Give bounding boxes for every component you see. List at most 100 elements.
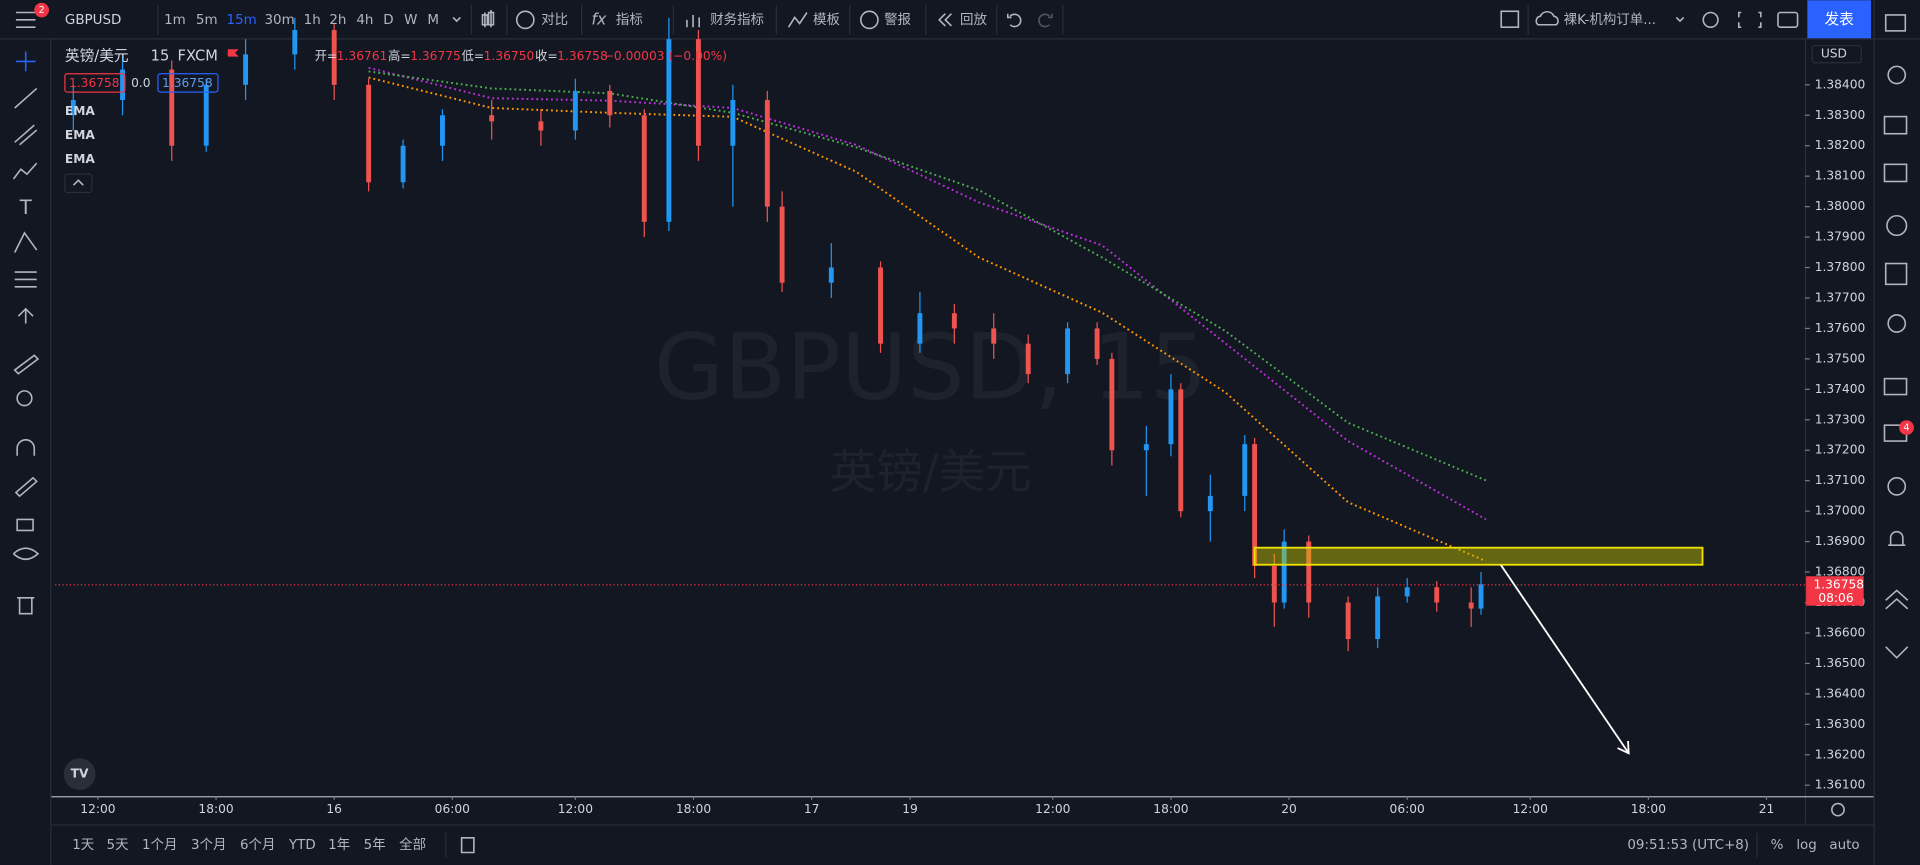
crosshair-tool[interactable] [15,51,36,72]
interval-button[interactable]: 4h [356,13,373,28]
auto-toggle[interactable]: auto [1829,838,1859,853]
candle-body [607,90,613,116]
range-button[interactable]: 全部 [399,836,426,853]
interval-button[interactable]: M [427,13,439,28]
remove-tool[interactable] [17,597,35,615]
zoom-tool[interactable] [16,390,33,407]
dom-button[interactable] [1885,646,1909,659]
geometry-tool[interactable] [14,271,37,288]
templates-button[interactable]: 模板 [813,12,840,28]
last-price-label: 1.36758 [1813,577,1864,591]
candle-body [1207,495,1213,512]
interval-button[interactable]: 15m [227,13,257,28]
notifications-button[interactable] [1888,530,1906,546]
flag[interactable] [227,49,239,57]
range-button[interactable]: 5天 [107,838,129,853]
alert-button[interactable]: 警报 [884,12,911,28]
interval-dropdown[interactable] [452,16,461,23]
publish-button[interactable] [1807,0,1872,39]
zone-drawing[interactable] [1253,546,1704,566]
range-button[interactable]: 1天 [72,838,94,853]
hide-tool[interactable] [12,547,40,561]
badge-count: 2 [39,5,45,16]
last-price-tag [1806,576,1864,606]
chart-type-button[interactable] [481,10,495,28]
interval-button[interactable]: W [404,13,417,28]
screenshot-button[interactable] [1777,11,1799,28]
candle-body [1345,602,1351,640]
calendar-button[interactable] [1886,214,1908,237]
range-button[interactable]: YTD [288,838,316,853]
indicators-button[interactable]: 指标 [616,12,643,28]
percent-toggle[interactable]: % [1771,838,1784,853]
candle-body [764,100,770,207]
interval-button[interactable]: 2h [329,13,346,28]
y-tick-label: 1.36900 [1815,534,1866,548]
ema-legend: EMA [65,128,96,142]
magnet-tool[interactable] [16,439,36,456]
ideas-button[interactable] [1887,314,1907,333]
goto-date-button[interactable] [460,837,475,854]
ask-box [157,73,219,93]
events-button[interactable] [1884,262,1908,286]
streams-button[interactable] [1887,477,1907,496]
tradingview-logo[interactable] [63,758,96,791]
alerts-button[interactable] [1887,65,1907,85]
prediction-tool[interactable] [13,231,38,253]
text-tool[interactable]: T [19,196,33,219]
y-tick-label: 1.37900 [1815,230,1866,244]
trading-button[interactable] [1885,589,1909,610]
pattern-tool[interactable] [12,162,38,180]
range-button[interactable]: 6个月 [240,837,275,853]
countdown: 08:06 [1818,591,1853,605]
undo-button[interactable] [1006,13,1022,28]
currency: USD [1821,47,1847,61]
redo-button[interactable] [1038,13,1053,28]
chats-button[interactable] [1883,377,1908,396]
currency-button[interactable] [1811,44,1862,64]
x-tick-label: 06:00 [1390,802,1425,816]
data-window-button[interactable] [1883,115,1908,135]
log-toggle[interactable]: log [1796,838,1817,853]
ruler-tool[interactable] [13,354,40,375]
collapse-legend-button[interactable] [64,173,93,194]
layout-button[interactable] [1500,10,1520,28]
interval-button[interactable]: 1m [164,13,186,28]
watchlist-button[interactable] [1884,14,1907,32]
layout-dropdown[interactable] [1675,16,1685,23]
candle-body [1143,444,1149,451]
ema-line [368,70,1487,482]
range-button[interactable]: 5年 [364,837,386,853]
right-sidebar: 4 [1883,14,1914,659]
fib-tool[interactable] [14,124,38,146]
symbol[interactable]: GBPUSD [65,13,122,28]
arrow-tool[interactable] [17,307,34,324]
interval-button[interactable]: D [383,13,393,28]
axis-settings-button[interactable] [1831,802,1845,817]
candle-body [828,267,834,283]
arrow-drawing[interactable] [1499,564,1630,754]
menu-button[interactable] [15,11,36,28]
y-tick-label: 1.38000 [1815,199,1866,213]
layout-name[interactable]: 裸K-机构订单... [1564,12,1656,28]
replay-button[interactable]: 回放 [960,12,987,28]
interval-button[interactable]: 30m [264,13,294,28]
fullscreen-button[interactable] [1737,11,1762,28]
drawing-toolbar: T [12,51,40,615]
candle-body [120,69,125,101]
range-button[interactable]: 3个月 [191,837,226,853]
interval-button[interactable]: 1h [304,13,321,28]
settings-button[interactable] [1702,11,1719,28]
compare-button[interactable]: 对比 [541,12,568,28]
hotlist-button[interactable] [1883,163,1908,183]
range-button[interactable]: 1个月 [142,837,177,853]
y-tick-label: 1.37600 [1815,321,1866,335]
stay-drawing-tool[interactable] [14,476,38,498]
interval-button[interactable]: 5m [196,13,218,28]
indicators-icon: fx [591,9,607,28]
financials-button[interactable]: 财务指标 [710,12,764,28]
lock-tool[interactable] [16,518,34,532]
range-button[interactable]: 1年 [328,837,350,853]
trendline-tool[interactable] [14,87,38,109]
candle-body [489,115,495,122]
